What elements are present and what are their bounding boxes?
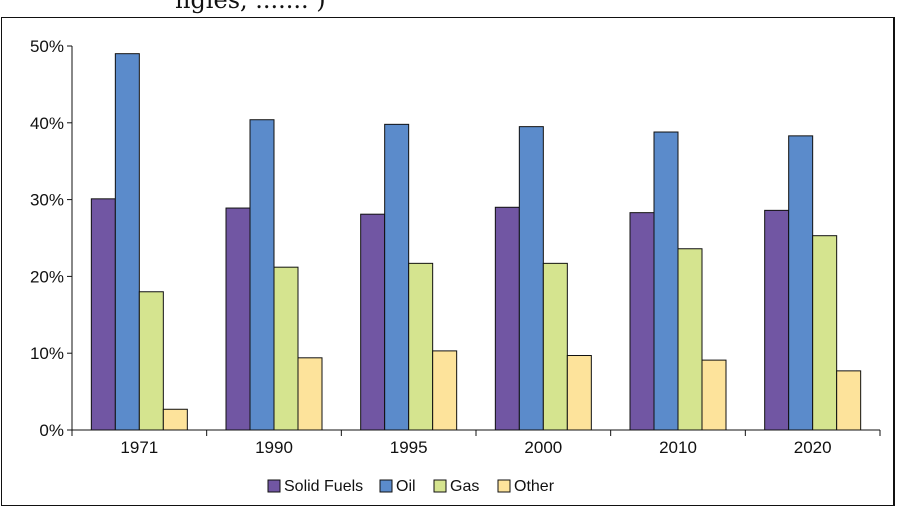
bar-solid-fuels-1971 [90,198,116,431]
legend-label: Other [514,478,555,495]
bar-oil-2020 [788,135,814,431]
bar-gas-2020 [812,235,838,431]
chart-frame [1,17,895,506]
legend-swatch-other [497,479,511,493]
bar-gas-1971 [138,291,164,431]
cropped-header-text: ngles, ....... ) [175,0,326,14]
y-tick-label: 20% [30,267,64,286]
bar-solid-fuels-1995 [360,213,386,431]
bar-other-2010 [701,359,727,431]
bar-other-1971 [162,408,188,431]
bar-solid-fuels-2010 [629,212,655,431]
legend-swatch-oil [379,479,393,493]
x-tick-label: 1971 [120,438,158,457]
bar-gas-1995 [408,262,434,431]
x-tick-label: 1995 [390,438,428,457]
x-tick-label: 2000 [524,438,562,457]
bar-oil-2000 [518,126,544,431]
legend-label: Gas [450,478,479,495]
bar-other-2020 [836,370,862,431]
y-tick-label: 30% [30,191,64,210]
y-tick-label: 40% [30,114,64,133]
legend-label: Oil [396,478,416,495]
legend-swatch-gas [433,479,447,493]
bar-oil-1995 [384,123,410,431]
legend-swatch-solid-fuels [267,479,281,493]
y-tick-label: 10% [30,344,64,363]
bar-oil-1990 [249,119,275,431]
bar-oil-2010 [653,131,679,431]
legend-label: Solid Fuels [284,478,363,495]
bar-gas-2010 [677,248,703,431]
x-tick-label: 2010 [659,438,697,457]
x-tick-label: 1990 [255,438,293,457]
bar-oil-1971 [114,53,140,431]
y-tick-label: 0% [39,421,64,440]
bar-other-1995 [432,350,458,431]
y-tick-label: 50% [30,37,64,56]
bar-solid-fuels-2020 [764,209,790,431]
bar-other-2000 [566,355,592,431]
x-tick-label: 2020 [794,438,832,457]
bar-other-1990 [297,357,323,431]
bar-gas-2000 [542,262,568,431]
bar-gas-1990 [273,266,299,431]
bar-solid-fuels-1990 [225,207,251,431]
bar-solid-fuels-2000 [494,206,520,431]
